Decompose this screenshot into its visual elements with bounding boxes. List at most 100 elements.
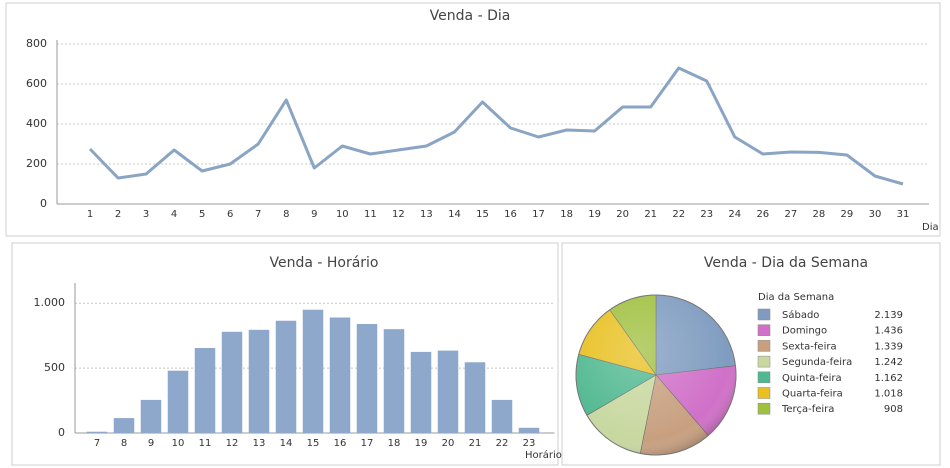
bar	[113, 418, 135, 433]
bar	[464, 362, 486, 433]
x-tick-label: 17	[361, 438, 374, 449]
x-tick-label: 10	[172, 438, 185, 449]
x-tick-label: 19	[588, 209, 601, 220]
legend-swatch	[757, 340, 771, 352]
x-tick-label: 20	[616, 209, 629, 220]
legend-swatch	[757, 308, 771, 321]
legend-value: 1.242	[874, 357, 903, 368]
x-tick-label: 12	[226, 438, 239, 449]
x-tick-label: 20	[442, 438, 455, 449]
legend-swatch	[757, 387, 771, 399]
x-tick-label: 8	[121, 438, 127, 449]
x-tick-label: 22	[672, 209, 685, 220]
x-tick-label: 31	[897, 209, 910, 220]
x-tick-label: 29	[841, 209, 854, 220]
x-tick-label: 22	[496, 438, 509, 449]
y-tick-label: 500	[44, 361, 65, 374]
x-tick-label: 5	[199, 209, 205, 220]
y-tick-label: 400	[26, 117, 47, 130]
legend-label: Sábado	[782, 309, 819, 321]
legend-label: Terça-feira	[781, 404, 834, 415]
y-tick-label: 0	[40, 197, 47, 210]
legend-value: 908	[884, 404, 903, 415]
y-tick-label: 600	[26, 77, 47, 90]
x-tick-label: 24	[728, 209, 741, 220]
bar	[383, 329, 405, 433]
legend-label: Quinta-feira	[782, 373, 842, 384]
legend-value: 1.436	[874, 326, 903, 337]
legend-swatch	[757, 371, 771, 384]
x-tick-label: 17	[532, 209, 545, 220]
x-tick-label: 28	[813, 209, 826, 220]
x-axis-label: Horário	[525, 449, 562, 461]
x-axis-label: Dia	[922, 222, 939, 233]
bar	[221, 331, 243, 433]
bar	[518, 427, 540, 433]
x-tick-label: 7	[94, 438, 100, 449]
legend-title: Dia da Semana	[758, 292, 834, 303]
legend-value: 1.018	[874, 389, 903, 400]
y-tick-label: 200	[26, 157, 47, 170]
legend-swatch	[757, 324, 771, 336]
x-tick-label: 21	[644, 209, 657, 220]
bar	[329, 317, 351, 433]
x-tick-label: 9	[148, 438, 154, 449]
y-tick-label: 0	[58, 426, 65, 439]
y-tick-label: 1.000	[34, 296, 66, 309]
legend-label: Sexta-feira	[782, 341, 837, 352]
x-tick-label: 13	[420, 209, 433, 220]
bar	[437, 350, 459, 433]
bar	[167, 370, 189, 433]
chart-title: Venda - Dia	[430, 8, 511, 24]
bar	[248, 329, 270, 433]
x-tick-label: 15	[476, 209, 489, 220]
x-tick-label: 6	[227, 209, 233, 220]
x-tick-label: 14	[448, 209, 461, 220]
panel	[5, 2, 941, 237]
x-tick-label: 14	[280, 438, 293, 449]
x-tick-label: 11	[364, 209, 377, 220]
x-tick-label: 21	[469, 438, 482, 449]
x-tick-label: 7	[255, 209, 261, 220]
x-tick-label: 15	[307, 438, 320, 449]
x-tick-label: 9	[311, 209, 317, 220]
legend-value: 2.139	[874, 310, 903, 321]
x-tick-label: 12	[392, 209, 405, 220]
y-tick-label: 800	[26, 37, 47, 50]
x-tick-label: 13	[253, 438, 266, 449]
line	[88, 66, 904, 186]
legend-label: Domingo	[782, 326, 827, 337]
x-tick-label: 18	[560, 209, 573, 220]
x-tick-label: 16	[504, 209, 517, 220]
x-tick-label: 26	[756, 209, 769, 220]
bar	[86, 431, 108, 433]
x-tick-label: 8	[283, 209, 289, 220]
bar	[356, 323, 378, 433]
legend-swatch	[757, 355, 771, 368]
x-tick-label: 23	[523, 438, 536, 449]
x-tick-label: 3	[143, 209, 149, 220]
x-tick-label: 16	[334, 438, 347, 449]
x-tick-label: 10	[336, 209, 349, 220]
x-tick-label: 19	[415, 438, 428, 449]
legend-value: 1.162	[874, 373, 903, 384]
x-tick-label: 4	[171, 209, 177, 220]
x-tick-label: 23	[700, 209, 713, 220]
x-tick-label: 2	[115, 209, 121, 220]
bar	[491, 399, 513, 433]
x-tick-label: 30	[869, 209, 882, 220]
bar	[194, 347, 216, 433]
legend-label: Segunda-feira	[782, 357, 852, 368]
bar	[140, 399, 162, 433]
pie-shine	[575, 294, 737, 456]
x-tick-label: 1	[87, 209, 93, 220]
legend-label: Quarta-feira	[782, 389, 843, 400]
chart-title: Venda - Dia da Semana	[704, 255, 868, 271]
x-tick-label: 11	[199, 438, 212, 449]
x-tick-label: 27	[784, 209, 797, 220]
legend-value: 1.339	[874, 341, 903, 352]
bar	[275, 320, 297, 433]
legend-swatch	[757, 402, 771, 415]
x-tick-label: 18	[388, 438, 401, 449]
